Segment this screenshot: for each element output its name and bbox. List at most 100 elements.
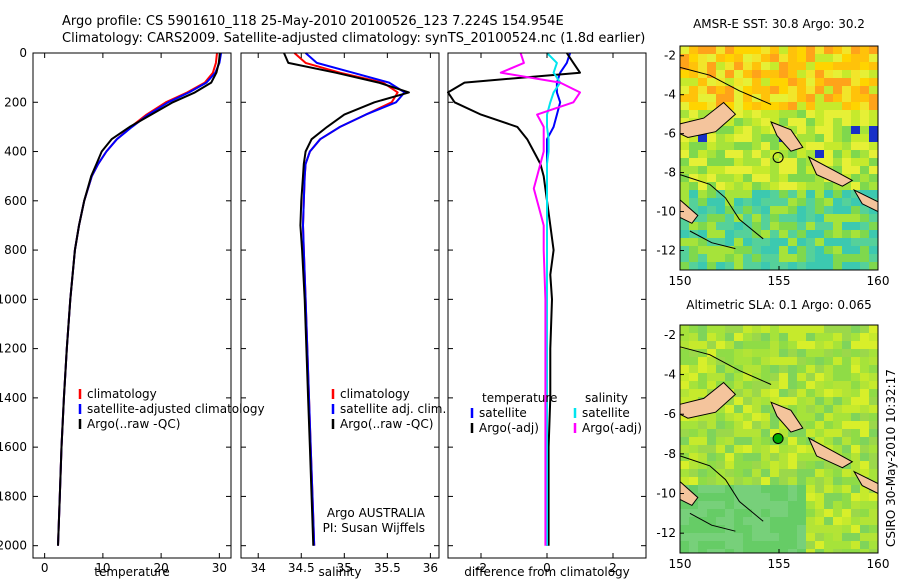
sst-map-cell — [752, 62, 761, 70]
sla-map-cell — [752, 501, 761, 509]
sst-map-cell — [788, 254, 797, 262]
sla-map-cell — [833, 373, 842, 381]
sst-map-cell — [707, 46, 716, 54]
sla-map-cell — [689, 501, 698, 509]
sst-map-cell — [833, 222, 842, 230]
sst-map-cell — [806, 198, 815, 206]
sst-map-cell — [743, 254, 752, 262]
sst-map-cell — [707, 246, 716, 254]
sla-map-cell — [824, 365, 833, 373]
sla-map-cell — [788, 469, 797, 477]
sla-map-cell — [752, 421, 761, 429]
sst-map-cell — [851, 46, 860, 54]
salinity-legend-label: satellite adj. clim. — [340, 402, 446, 416]
sla-map-cell — [725, 533, 734, 541]
sst-map-cell — [860, 70, 869, 78]
sst-map-cell — [752, 238, 761, 246]
sst-map-cell — [689, 142, 698, 150]
sla-map-cell — [815, 485, 824, 493]
sst-map-cell — [770, 190, 779, 198]
sla-map-cell — [824, 413, 833, 421]
sst-map-cell — [698, 110, 707, 118]
sla-map-cell — [743, 437, 752, 445]
sla-map-cell — [806, 525, 815, 533]
sla-map-cell — [797, 381, 806, 389]
sla-map-cell — [689, 461, 698, 469]
sst-map-cell — [833, 230, 842, 238]
sst-map-cell — [833, 198, 842, 206]
sla-map-cell — [833, 493, 842, 501]
sst-map-cell — [680, 198, 689, 206]
sst-map-cell — [770, 238, 779, 246]
sla-map-cell — [869, 509, 878, 517]
sla-map-cell — [743, 429, 752, 437]
sla-map-cell — [752, 429, 761, 437]
sst-map-cell — [725, 166, 734, 174]
sla-map-cell — [761, 397, 770, 405]
sla-map-cell — [734, 413, 743, 421]
sst-map-cell — [716, 214, 725, 222]
sst-map-cell — [725, 142, 734, 150]
sst-map-cell — [761, 174, 770, 182]
sst-map-cell — [734, 166, 743, 174]
coastline — [679, 455, 764, 522]
sla-map-cell — [860, 533, 869, 541]
sla-map-cell — [779, 493, 788, 501]
sst-map-cell — [806, 182, 815, 190]
sst-map-cell — [680, 150, 689, 158]
sla-map-cell — [833, 517, 842, 525]
sst-map-cell — [725, 54, 734, 62]
sla-map-cell — [779, 373, 788, 381]
sla-map-cell — [716, 549, 725, 553]
sla-map-cell — [860, 349, 869, 357]
sla-map-cell — [788, 493, 797, 501]
sst-map-cell — [761, 182, 770, 190]
sst-map-cell — [851, 118, 860, 126]
sst-map-cell — [815, 182, 824, 190]
sst-map-cell — [806, 206, 815, 214]
sla-map-cell — [806, 381, 815, 389]
sst-map-cell — [779, 54, 788, 62]
sla-map-cell — [770, 333, 779, 341]
sla-map-cell — [869, 381, 878, 389]
sst-map-cell — [734, 134, 743, 142]
sla-map-cell — [869, 517, 878, 525]
sst-map-cell — [752, 174, 761, 182]
sst-map-cell — [788, 238, 797, 246]
sst-map-cell — [743, 126, 752, 134]
sst-map-cell — [707, 150, 716, 158]
sst-map-cell — [752, 102, 761, 110]
sla-map-cell — [716, 485, 725, 493]
sla-map-cell — [698, 413, 707, 421]
sst-map-cell — [743, 262, 752, 270]
sst-map-cell — [779, 174, 788, 182]
sla-map-cell — [716, 533, 725, 541]
sst-map-cell — [698, 182, 707, 190]
sst-map-cell — [743, 54, 752, 62]
sla-map-cell — [689, 469, 698, 477]
sla-map-cell — [797, 365, 806, 373]
sst-map-cell — [815, 230, 824, 238]
sst-map-cell — [779, 198, 788, 206]
sla-map-cell — [869, 325, 878, 333]
sst-map-cell — [779, 222, 788, 230]
sst-map-cell — [761, 110, 770, 118]
sst-map-cell — [725, 94, 734, 102]
sla-map-cell — [707, 341, 716, 349]
sst-map-cell — [743, 214, 752, 222]
sst-map-cell — [842, 190, 851, 198]
sst-map-cell — [842, 134, 851, 142]
sst-map-cell — [860, 222, 869, 230]
sst-map-cell — [779, 110, 788, 118]
salinity-series-line-2 — [283, 52, 410, 546]
sst-map-cell — [689, 70, 698, 78]
sla-map-cell — [860, 549, 869, 553]
sla-map-cell — [806, 365, 815, 373]
sla-map-cell — [698, 453, 707, 461]
sst-map-cell — [860, 246, 869, 254]
sla-map-cell — [761, 517, 770, 525]
depth-tick-label: 200 — [4, 95, 27, 109]
sst-map-cell — [770, 198, 779, 206]
sst-map-cell — [716, 262, 725, 270]
sst-map-cell — [851, 142, 860, 150]
